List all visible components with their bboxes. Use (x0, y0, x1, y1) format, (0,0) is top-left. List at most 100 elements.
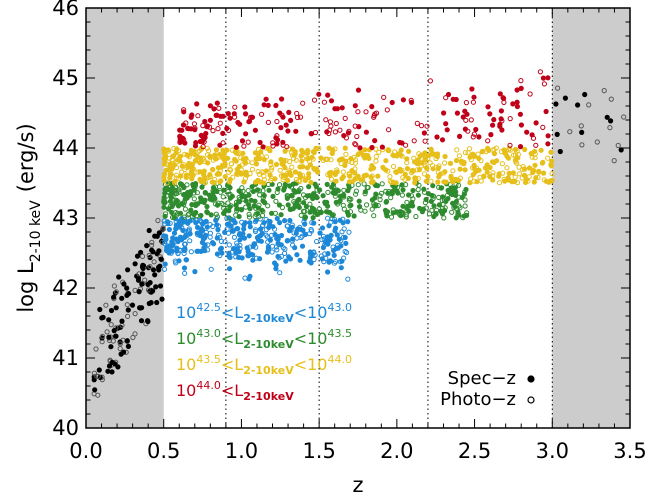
data-point (210, 223, 216, 230)
data-point (531, 179, 537, 185)
data-point (325, 189, 331, 195)
data-point (415, 187, 421, 193)
data-point (533, 120, 539, 126)
data-point (188, 147, 194, 153)
data-point (129, 302, 136, 308)
data-point (219, 200, 225, 206)
data-point (386, 127, 392, 133)
data-point (507, 147, 513, 153)
data-point (382, 207, 389, 213)
data-point (230, 246, 237, 252)
data-point (124, 338, 130, 344)
data-point (217, 120, 223, 126)
data-point (425, 173, 431, 180)
legend-entry-part: 43.5 (196, 353, 221, 366)
data-point (279, 204, 285, 211)
data-point (461, 161, 467, 167)
legend-entry-part: 2-10keV (243, 390, 294, 403)
data-point (406, 208, 412, 214)
data-point (473, 126, 479, 133)
data-point (246, 211, 252, 217)
data-point (429, 150, 435, 156)
data-point (166, 226, 172, 233)
data-point (335, 245, 341, 251)
legend-entry-part: 10 (176, 355, 196, 374)
data-point (540, 75, 547, 81)
data-point (332, 129, 338, 135)
data-point (519, 166, 526, 172)
data-point (181, 265, 188, 271)
data-point (221, 210, 227, 216)
data-point (207, 103, 213, 109)
data-point (125, 307, 131, 313)
data-point (430, 193, 437, 199)
data-point (474, 179, 480, 185)
data-point (404, 199, 410, 205)
data-point (245, 139, 251, 145)
data-point (121, 281, 127, 287)
data-point (331, 252, 337, 258)
data-point (448, 186, 454, 192)
data-point (293, 157, 299, 163)
data-point (125, 313, 131, 319)
data-point (314, 195, 320, 201)
data-point (215, 126, 221, 132)
data-point (212, 152, 218, 158)
data-point (270, 193, 276, 199)
data-point (346, 179, 352, 185)
data-point (469, 86, 475, 92)
data-point (292, 203, 298, 209)
data-point (263, 96, 269, 102)
data-point (207, 117, 213, 123)
data-point (330, 190, 336, 196)
data-point (200, 155, 206, 161)
data-point (341, 206, 347, 212)
data-point (265, 181, 272, 188)
y-tick-label: 43 (52, 206, 79, 230)
data-point (220, 162, 226, 168)
data-point (468, 117, 474, 123)
data-point (226, 242, 232, 248)
data-point (476, 167, 482, 173)
data-point (158, 256, 164, 262)
data-point (161, 204, 167, 210)
data-point (153, 284, 159, 290)
data-point (108, 322, 114, 328)
data-point (334, 232, 340, 238)
y-tick-label: 46 (52, 0, 79, 20)
legend-entry-part: 10 (176, 303, 196, 322)
data-point (222, 239, 228, 245)
data-point (236, 254, 242, 260)
data-point (601, 88, 607, 94)
data-point (269, 165, 275, 171)
data-point (334, 167, 340, 173)
data-point (299, 147, 305, 153)
data-point (346, 185, 352, 191)
data-point (243, 198, 249, 204)
data-point (304, 156, 310, 162)
data-point (215, 200, 221, 206)
data-point (357, 145, 363, 151)
data-point (161, 266, 168, 272)
data-point (319, 225, 326, 231)
data-point (226, 215, 232, 221)
legend-entry-part: <10 (294, 355, 328, 374)
data-point (355, 151, 361, 158)
data-point (445, 91, 452, 98)
data-point (204, 145, 210, 151)
data-point (154, 299, 160, 306)
data-point (325, 251, 331, 257)
data-point (156, 230, 162, 236)
data-point (353, 191, 359, 197)
data-point (326, 223, 332, 229)
data-point (364, 202, 370, 208)
data-point (113, 289, 120, 295)
data-point (293, 176, 299, 183)
data-point (422, 138, 428, 144)
data-point (246, 192, 252, 198)
data-point (389, 190, 395, 197)
y-tick-label: 41 (52, 346, 79, 370)
data-point (439, 137, 446, 143)
data-point (403, 142, 409, 148)
data-point (308, 226, 314, 233)
